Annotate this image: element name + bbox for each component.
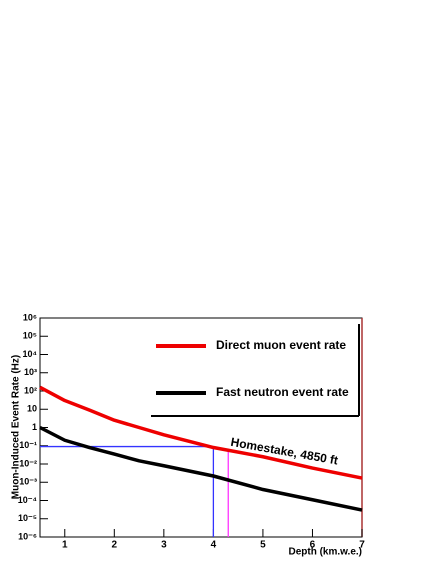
y-tick-label: 10⁵ bbox=[23, 331, 37, 341]
y-tick-label: 10³ bbox=[24, 367, 37, 377]
x-tick-label: 2 bbox=[112, 540, 118, 551]
y-tick-label: 10⁻³ bbox=[19, 477, 37, 487]
x-tick-label: 7 bbox=[359, 540, 365, 551]
y-tick-label: 10⁻¹ bbox=[19, 440, 37, 450]
y-tick-label: 10² bbox=[24, 385, 37, 395]
y-tick-label: 10⁻⁶ bbox=[18, 531, 37, 541]
legend-label: Direct muon event rate bbox=[216, 338, 346, 352]
series-line bbox=[39, 425, 363, 512]
y-tick-label: 10⁶ bbox=[23, 312, 37, 322]
y-tick-label: 10⁻² bbox=[19, 458, 37, 468]
y-tick-label: 10 bbox=[27, 404, 37, 414]
x-tick-label: 6 bbox=[310, 540, 316, 551]
y-tick-label: 10⁴ bbox=[23, 349, 37, 359]
x-tick-label: 4 bbox=[211, 540, 217, 551]
y-axis-title: Muon-Induced Event Rate (Hz) bbox=[11, 355, 22, 499]
y-tick-label: 10⁻⁴ bbox=[18, 495, 37, 505]
y-tick-label: 1 bbox=[32, 422, 37, 432]
x-axis-title: Depth (km.w.e.) bbox=[288, 547, 362, 558]
x-tick-label: 3 bbox=[161, 540, 167, 551]
legend bbox=[151, 324, 360, 417]
y-tick-label: 10⁻⁵ bbox=[18, 513, 37, 523]
legend-label: Fast neutron event rate bbox=[216, 385, 349, 399]
x-tick-label: 1 bbox=[62, 540, 68, 551]
series-line bbox=[39, 385, 363, 480]
x-tick-label: 5 bbox=[260, 540, 266, 551]
